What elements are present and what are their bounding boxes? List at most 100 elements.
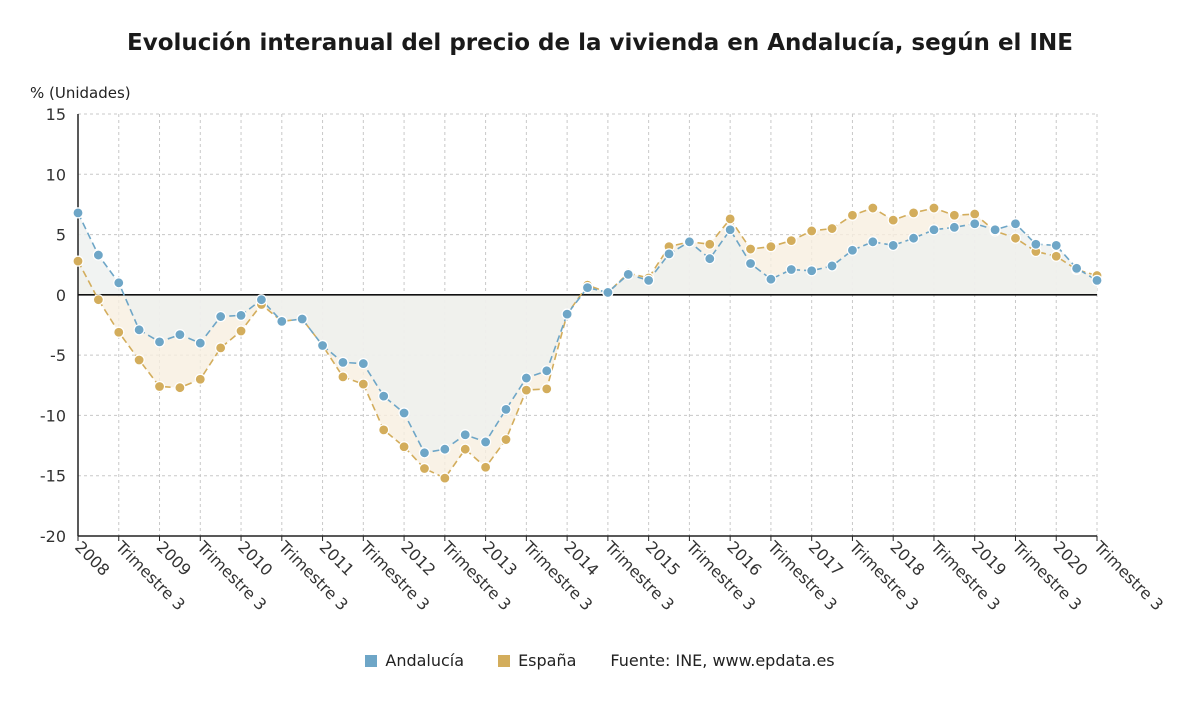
y-tick-label: 5: [56, 226, 66, 245]
data-point-espana: [887, 214, 899, 226]
data-point-andalucia: [561, 308, 573, 320]
axes: [77, 114, 1098, 541]
data-point-espana: [194, 373, 206, 385]
data-point-andalucia: [500, 403, 512, 415]
data-point-andalucia: [418, 447, 431, 459]
y-tick-label: -5: [50, 346, 66, 365]
area-fills: [78, 208, 1097, 479]
data-point-andalucia: [520, 372, 532, 384]
data-point-andalucia: [480, 436, 492, 448]
data-point-espana: [72, 255, 84, 267]
data-point-espana: [378, 424, 390, 436]
data-point-andalucia: [153, 336, 166, 348]
legend-item-andalucia[interactable]: Andalucía: [365, 651, 464, 670]
data-point-espana: [928, 202, 940, 214]
data-point-espana: [459, 443, 471, 455]
data-point-espana: [500, 433, 512, 446]
data-point-andalucia: [867, 236, 879, 248]
data-point-andalucia: [928, 224, 940, 236]
data-point-espana: [92, 294, 104, 306]
data-point-espana: [541, 383, 553, 395]
data-point-espana: [520, 384, 532, 396]
data-point-andalucia: [785, 263, 797, 276]
data-point-andalucia: [92, 249, 104, 261]
data-point-andalucia: [704, 253, 716, 265]
data-point-andalucia: [398, 407, 410, 419]
data-point-andalucia: [235, 309, 247, 321]
data-point-espana: [969, 208, 981, 220]
data-point-andalucia: [663, 248, 675, 260]
data-point-andalucia: [1050, 239, 1062, 252]
data-point-andalucia: [744, 257, 757, 270]
data-point-andalucia: [969, 218, 981, 230]
data-point-andalucia: [948, 221, 960, 233]
data-point-andalucia: [724, 224, 736, 236]
data-point-espana: [744, 243, 757, 255]
y-axis-unit-label: % (Unidades): [30, 84, 131, 102]
y-tick-label: 0: [56, 286, 66, 305]
data-point-espana: [480, 461, 492, 473]
data-point-espana: [846, 209, 859, 221]
data-point-espana: [704, 238, 716, 250]
data-point-andalucia: [255, 294, 268, 306]
legend-label-andalucia: Andalucía: [385, 651, 465, 670]
data-point-andalucia: [1091, 274, 1103, 286]
data-point-andalucia: [826, 260, 838, 272]
legend: Andalucía España Fuente: INE, www.epdata…: [0, 651, 1200, 670]
data-point-andalucia: [907, 232, 920, 244]
data-point-espana: [113, 326, 125, 338]
data-point-andalucia: [357, 357, 369, 370]
data-point-espana: [948, 209, 960, 221]
data-point-andalucia: [72, 207, 84, 219]
data-point-espana: [1009, 232, 1022, 244]
data-point-espana: [806, 225, 818, 237]
y-tick-label: -20: [40, 527, 66, 546]
data-point-andalucia: [459, 429, 471, 441]
y-tick-labels: 15 10 5 0 -5 -10 -15 -20: [40, 105, 66, 546]
data-point-espana: [907, 207, 920, 219]
data-point-andalucia: [296, 313, 308, 325]
data-point-andalucia: [765, 273, 777, 285]
data-point-andalucia: [215, 310, 227, 323]
data-point-andalucia: [989, 224, 1001, 236]
data-point-espana: [337, 371, 349, 383]
legend-item-espana[interactable]: España: [498, 651, 576, 670]
data-point-andalucia: [806, 265, 818, 277]
x-tick-label: Trimestre 3: [1089, 537, 1167, 615]
y-tick-label: -15: [40, 467, 66, 486]
data-point-andalucia: [581, 282, 594, 294]
data-point-andalucia: [1030, 238, 1042, 250]
data-point-espana: [765, 241, 777, 253]
data-point-espana: [133, 354, 145, 366]
source-note: Fuente: INE, www.epdata.es: [610, 651, 834, 670]
data-point-andalucia: [276, 315, 288, 327]
data-point-andalucia: [113, 277, 125, 289]
data-point-andalucia: [378, 390, 390, 402]
series-line-andalucia: [77, 212, 1098, 454]
data-point-espana: [724, 213, 736, 225]
data-point-espana: [418, 462, 431, 475]
data-point-andalucia: [316, 339, 329, 352]
data-point-andalucia: [622, 268, 634, 280]
data-point-espana: [867, 202, 879, 214]
data-point-andalucia: [643, 274, 655, 286]
data-point-espana: [785, 235, 797, 247]
series-points: [72, 202, 1103, 484]
data-point-andalucia: [1071, 262, 1083, 274]
legend-swatch-andalucia: [365, 654, 378, 667]
y-tick-label: 10: [46, 165, 66, 184]
data-point-andalucia: [683, 236, 696, 248]
data-point-andalucia: [133, 324, 145, 336]
chart-title: Evolución interanual del precio de la vi…: [127, 30, 1073, 56]
x-tick-label: 2008: [71, 537, 113, 579]
legend-label-espana: España: [518, 651, 577, 670]
source-text: Fuente: INE, www.epdata.es: [610, 651, 835, 670]
area-andalucia: [78, 212, 1097, 453]
data-point-espana: [153, 380, 166, 393]
data-point-andalucia: [1009, 218, 1022, 230]
data-point-andalucia: [887, 239, 899, 252]
data-point-andalucia: [337, 356, 349, 368]
y-tick-label: 15: [46, 105, 66, 124]
data-point-andalucia: [541, 365, 553, 377]
